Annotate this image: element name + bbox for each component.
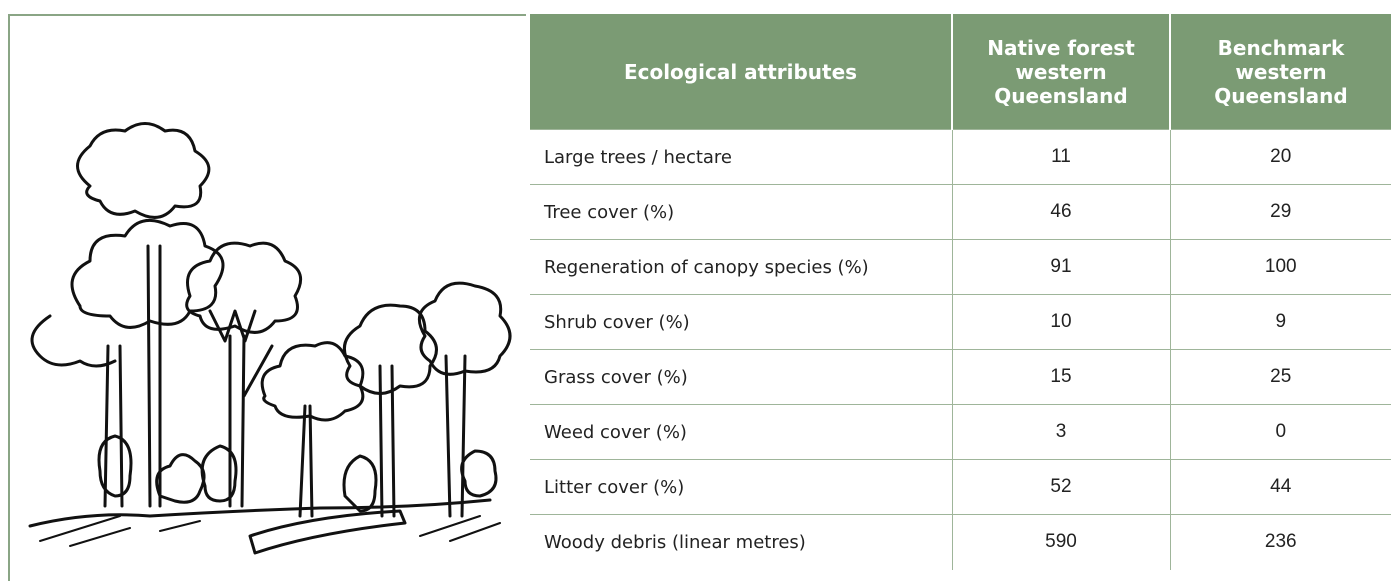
- attribute-cell: Woody debris (linear metres): [530, 514, 952, 570]
- illustration-panel: [8, 14, 526, 581]
- value-cell: 236: [1169, 514, 1391, 570]
- header-row: Ecological attributes Native forest west…: [530, 14, 1391, 130]
- value-cell: 29: [1169, 184, 1391, 240]
- value-cell: 20: [1169, 129, 1391, 185]
- table-row: Regeneration of canopy species (%) 91 100: [530, 239, 1391, 295]
- table-row: Litter cover (%) 52 44: [530, 459, 1391, 515]
- table-row: Large trees / hectare 11 20: [530, 129, 1391, 185]
- table-row: Weed cover (%) 3 0: [530, 404, 1391, 460]
- attribute-cell: Large trees / hectare: [530, 129, 952, 185]
- value-cell: 11: [951, 129, 1170, 185]
- value-cell: 590: [951, 514, 1170, 570]
- value-cell: 25: [1169, 349, 1391, 405]
- value-cell: 10: [951, 294, 1170, 350]
- table-row: Grass cover (%) 15 25: [530, 349, 1391, 405]
- value-cell: 0: [1169, 404, 1391, 460]
- attribute-cell: Weed cover (%): [530, 404, 952, 460]
- table-row: Shrub cover (%) 10 9: [530, 294, 1391, 350]
- value-cell: 100: [1169, 239, 1391, 295]
- value-cell: 15: [951, 349, 1170, 405]
- header-cell: Ecological attributes: [530, 14, 952, 130]
- header-cell: Native forest western Queensland: [951, 14, 1170, 130]
- table-row: Woody debris (linear metres) 590 236: [530, 514, 1391, 570]
- value-cell: 44: [1169, 459, 1391, 515]
- attribute-cell: Regeneration of canopy species (%): [530, 239, 952, 295]
- attribute-cell: Tree cover (%): [530, 184, 952, 240]
- value-cell: 91: [951, 239, 1170, 295]
- value-cell: 9: [1169, 294, 1391, 350]
- tree-sketch: [28, 122, 512, 555]
- attribute-cell: Grass cover (%): [530, 349, 952, 405]
- value-cell: 3: [951, 404, 1170, 460]
- table-row: Tree cover (%) 46 29: [530, 184, 1391, 240]
- value-cell: 46: [951, 184, 1170, 240]
- attribute-cell: Litter cover (%): [530, 459, 952, 515]
- header-cell: Benchmark western Queensland: [1169, 14, 1391, 130]
- attributes-table: Ecological attributes Native forest west…: [530, 14, 1391, 570]
- attribute-cell: Shrub cover (%): [530, 294, 952, 350]
- table-body: Large trees / hectare 11 20 Tree cover (%) 4…: [530, 129, 1391, 570]
- value-cell: 52: [951, 459, 1170, 515]
